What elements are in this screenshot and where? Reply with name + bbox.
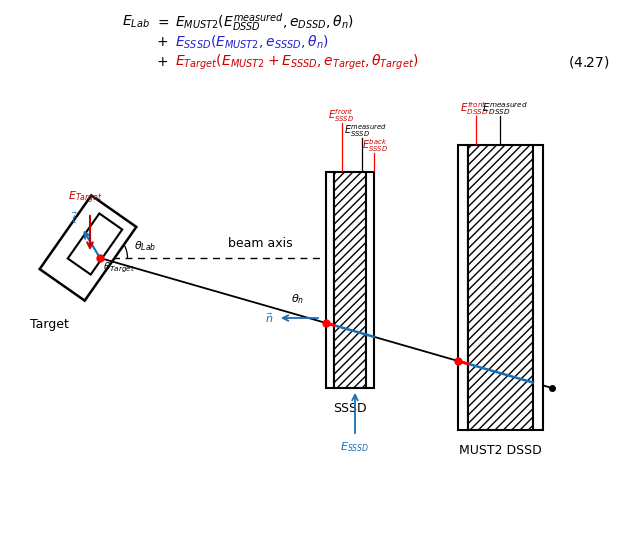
Text: $E_{DSSD}^{measured}$: $E_{DSSD}^{measured}$ [482,100,528,117]
Text: $E_{SSSD}^{back}$: $E_{SSSD}^{back}$ [362,137,388,154]
Text: $\theta_{Lab}$: $\theta_{Lab}$ [134,239,156,253]
Text: SSSD: SSSD [333,402,367,415]
Text: $E_{SSSD}^{measured}$: $E_{SSSD}^{measured}$ [344,122,387,139]
Text: $\vec{t}$: $\vec{t}$ [71,210,78,226]
Text: $E_{SSSD}(E_{MUST2}, e_{SSSD}, \theta_n)$: $E_{SSSD}(E_{MUST2}, e_{SSSD}, \theta_n)… [175,33,329,51]
Polygon shape [68,214,122,275]
Text: $E_{DSSD}^{front}$: $E_{DSSD}^{front}$ [460,100,489,117]
Polygon shape [40,195,137,301]
Bar [334,172,366,388]
Text: $E_{Target}(E_{MUST2} + E_{SSSD}, e_{Target}, \theta_{Target})$: $E_{Target}(E_{MUST2} + E_{SSSD}, e_{Tar… [175,52,418,71]
Text: $E_{SSSD}^{front}$: $E_{SSSD}^{front}$ [328,107,354,124]
Bar [458,145,468,430]
Bar [366,172,374,388]
Text: MUST2 DSSD: MUST2 DSSD [459,444,542,457]
Bar [533,145,543,430]
Text: $E_{Target}$: $E_{Target}$ [68,190,103,206]
Text: $E_{MUST2}(E_{DSSD}^{measured}, e_{DSSD}, \theta_n)$: $E_{MUST2}(E_{DSSD}^{measured}, e_{DSSD}… [175,11,354,33]
Text: Target: Target [30,318,69,331]
Text: $\vec{n}$: $\vec{n}$ [265,311,274,325]
Text: $\theta_{Target}$: $\theta_{Target}$ [103,261,135,275]
Text: $E_{Lab}$: $E_{Lab}$ [122,14,150,30]
Bar [326,172,334,388]
Text: $+$: $+$ [156,35,168,49]
Text: beam axis: beam axis [227,237,292,250]
Text: $=$: $=$ [154,15,169,29]
Text: $(4.27)$: $(4.27)$ [569,54,610,70]
Text: $+$: $+$ [156,55,168,69]
Text: $E_{SSSD}$: $E_{SSSD}$ [341,440,370,454]
Text: $\theta_n$: $\theta_n$ [292,292,305,306]
Bar [468,145,533,430]
